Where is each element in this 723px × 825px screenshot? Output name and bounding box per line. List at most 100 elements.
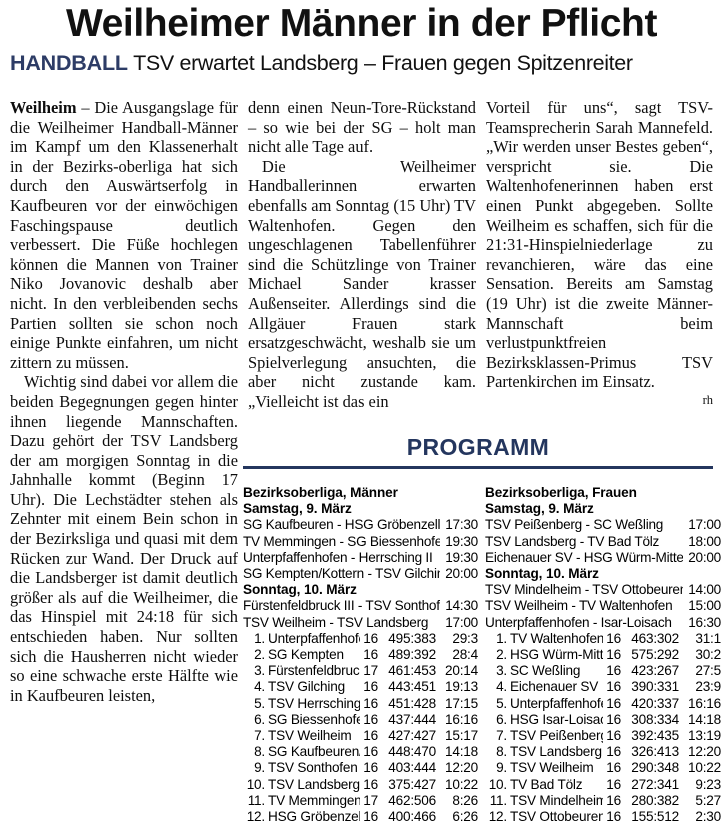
standings-points: 16:16 [444, 711, 478, 727]
fixture-row: TSV Mindelheim - TSV Ottobeuren II 14:00 [485, 582, 721, 598]
standings-team: Fürstenfeldbruck III [268, 663, 360, 679]
standings-team: TSV Mindelheim [510, 792, 603, 808]
standings-games: 16 [606, 647, 621, 663]
fixture-row: SG Kaufbeuren - HSG Gröbenzell 17:30 [243, 517, 478, 533]
standings-goals: 423:267 [631, 663, 679, 679]
standings-games: 16 [606, 792, 621, 808]
standings-row: 2.HSG Würm-Mitte II16 575:292 30:2 [485, 647, 721, 663]
standings-team: TSV Weilheim [268, 728, 352, 744]
standings-rank: 7. [496, 728, 507, 744]
standings-games: 16 [606, 679, 621, 695]
standings-rank: 4. [254, 679, 265, 695]
standings-games: 16 [606, 760, 621, 776]
standings-games: 16 [606, 711, 621, 727]
standings-points: 15:17 [444, 728, 478, 744]
fixture-match: SG Kaufbeuren - HSG Gröbenzell [243, 517, 441, 533]
standings-rank: 5. [496, 695, 507, 711]
standings-team: TSV Landsberg [268, 776, 360, 792]
day-heading: Sonntag, 10. März [243, 582, 357, 598]
standings-row: 11. TSV Mindelheim 16 280:382 5:27 [485, 793, 721, 809]
article-column-1: Weilheim – Die Ausgangslage für die Weil… [10, 98, 238, 705]
programm-tables: Bezirksoberliga, Männer Samstag, 9. März S… [243, 485, 721, 825]
standings-games: 16 [606, 728, 621, 744]
programm-title: PROGRAMM [406, 434, 550, 460]
fixture-row: SG Kempten/Kottern - TSV Gilching 20:00 [243, 566, 478, 582]
standings-points: 16:16 [687, 695, 721, 711]
standings-team: Unterpfaffenhofen [510, 695, 603, 711]
standings-team: SG Biessenhofen [268, 711, 360, 727]
standings-team: HSG Würm-Mitte II [510, 647, 603, 663]
standings-goals: 290:348 [631, 760, 679, 776]
fixture-match: Eichenauer SV - HSG Würm-Mitte II [485, 549, 684, 565]
subheadline-text: TSV erwartet Landsberg – Frauen gegen Sp… [133, 51, 633, 75]
standings-goals: 443:451 [388, 679, 436, 695]
standings-row: 1. TV Waltenhofen 16 463:302 31:1 [485, 631, 721, 647]
fixture-time: 19:30 [445, 533, 478, 549]
fixture-row: TSV Weilheim - TV Waltenhofen 15:00 [485, 598, 721, 614]
standings-goals: 437:444 [388, 711, 436, 727]
standings-row: 7. TSV Weilheim 16 427:427 15:17 [243, 728, 478, 744]
article-column-3: Vorteil für uns“, sagt TSV-Teamsprecheri… [486, 98, 713, 705]
standings-team: HSG Isar-Loisach [510, 711, 603, 727]
standings-points: 20:14 [444, 663, 478, 679]
article-paragraph: denn einen Neun-Tore-Rückstand – so wie … [248, 98, 476, 157]
fixture-match: Unterpfaffenhofen - Isar-Loisach [485, 614, 672, 630]
standings-points: 5:27 [695, 792, 721, 808]
article-columns: Weilheim – Die Ausgangslage für die Weil… [10, 98, 713, 705]
fixture-row: Fürstenfeldbruck III - TSV Sonthofen 14:3… [243, 598, 478, 614]
standings-games: 16 [606, 809, 621, 825]
standings-games: 16 [606, 663, 621, 679]
standings-goals: 575:292 [631, 647, 679, 663]
article-paragraph: Wichtig sind dabei vor allem die beiden … [10, 372, 238, 705]
standings-row: 3.Fürstenfeldbruck III17 461:453 20:14 [243, 663, 478, 679]
standings-row: 4. TSV Gilching 16 443:451 19:13 [243, 679, 478, 695]
fixture-time: 17:00 [445, 614, 478, 630]
standings-row: 12.TSV Ottobeuren II16 155:512 2:30 [485, 809, 722, 825]
standings-points: 14:18 [687, 711, 721, 727]
fixture-match: TV Memmingen - SG Biessenhofen [243, 533, 441, 549]
fixture-time: 17:30 [445, 517, 478, 533]
article-paragraph: Die Weilheimer Handballerinnen erwarten … [248, 156, 476, 411]
standings-goals: 427:427 [388, 728, 436, 744]
fixture-time: 14:30 [445, 598, 478, 614]
fixture-row: Unterpfaffenhofen - Isar-Loisach 16:30 [485, 615, 721, 631]
standings-team: HSG Gröbenzell [268, 809, 360, 825]
standings-goals: 375:427 [388, 776, 436, 792]
women-league-title: Bezirksoberliga, Frauen [485, 485, 637, 500]
standings-goals: 463:302 [631, 630, 679, 646]
standings-games: 17 [363, 792, 378, 808]
standings-row: 1.Unterpfaffenhofen16 495:383 29:3 [243, 631, 478, 647]
standings-games: 16 [363, 711, 378, 727]
fixture-match: Unterpfaffenhofen - Herrsching II [243, 549, 433, 565]
dateline: Weilheim [10, 98, 77, 117]
standings-team: Unterpfaffenhofen [268, 630, 360, 646]
standings-team: TSV Weilheim [510, 760, 594, 776]
fixture-row: Eichenauer SV - HSG Würm-Mitte II 20:00 [485, 550, 721, 566]
standings-games: 17 [363, 663, 378, 679]
standings-points: 2:30 [695, 809, 721, 825]
standings-points: 13:19 [687, 728, 721, 744]
standings-points: 27:5 [695, 663, 721, 679]
standings-games: 16 [606, 695, 621, 711]
standings-goals: 461:453 [388, 663, 436, 679]
standings-row: 12. HSG Gröbenzell 16 400:466 6:26 [243, 809, 479, 825]
standings-points: 12:20 [687, 744, 721, 760]
standings-goals: 308:334 [631, 711, 679, 727]
standings-points: 28:4 [452, 647, 478, 663]
standings-row: 10. TV Bad Tölz 16 272:341 9:23 [485, 777, 722, 793]
fixture-match: TSV Peißenberg - SC Weßling [485, 517, 664, 533]
fixture-time: 19:30 [445, 549, 478, 565]
men-league-title: Bezirksoberliga, Männer [243, 485, 398, 500]
standings-points: 19:13 [444, 679, 478, 695]
standings-points: 17:15 [444, 695, 478, 711]
fixture-match: Fürstenfeldbruck III - TSV Sonthofen [243, 598, 441, 614]
fixture-time: 18:00 [688, 533, 721, 549]
standings-points: 23:9 [695, 679, 721, 695]
standings-team: TSV Landsberg [510, 744, 602, 760]
fixture-time: 14:00 [688, 582, 721, 598]
standings-goals: 400:466 [388, 809, 436, 825]
standings-rank: 8. [496, 744, 507, 760]
standings-games: 16 [606, 744, 621, 760]
